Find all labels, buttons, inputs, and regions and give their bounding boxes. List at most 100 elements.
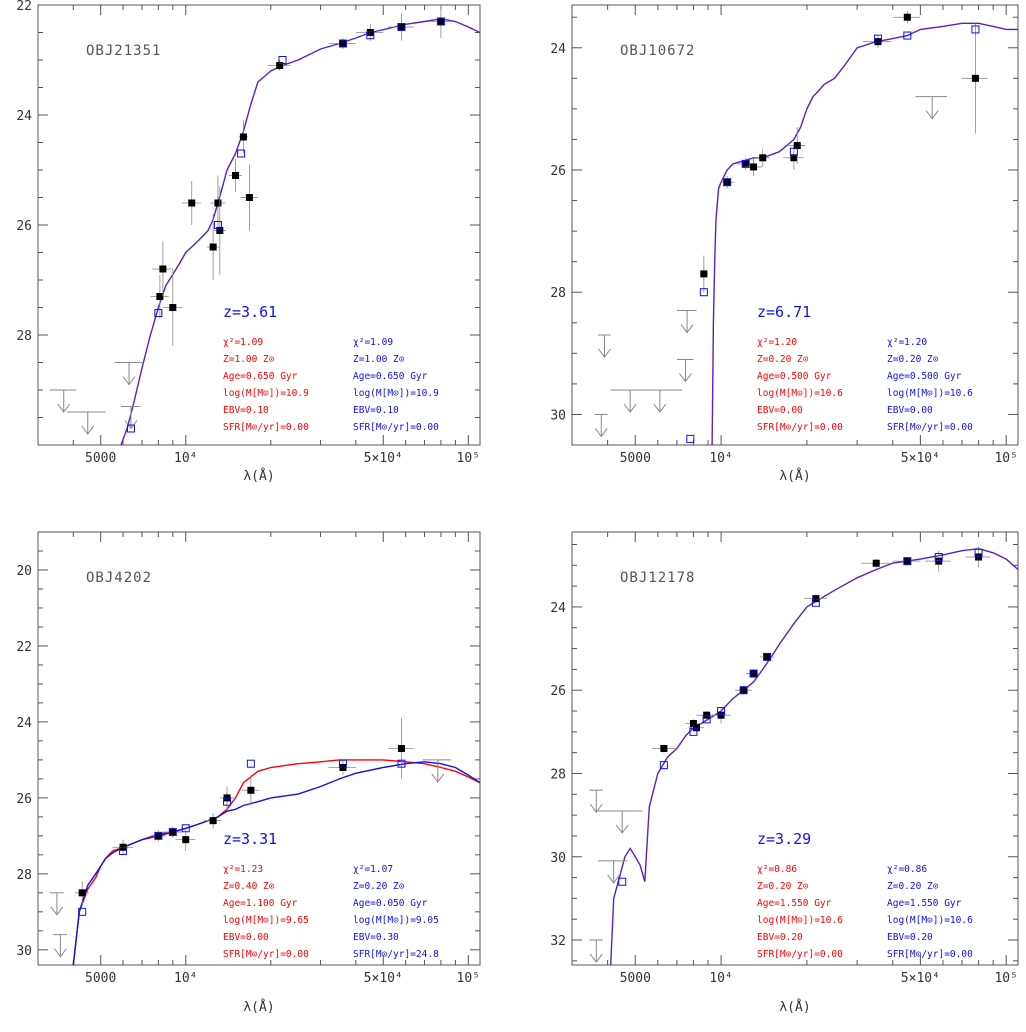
sed-panel-obj12178: 5000 10⁴ 5×10⁴ 10⁵2426283032λ(Å)OBJ12178z=3…: [550, 532, 1018, 1015]
y-tick-label: 30: [550, 408, 566, 423]
x-tick-label: 10⁴: [709, 451, 732, 466]
object-name: OBJ12178: [620, 570, 695, 586]
model-spectrum-red: [73, 760, 480, 965]
legend-red-line: SFR[M⊙/yr]=0.00: [757, 949, 843, 960]
y-tick-label: 24: [16, 716, 32, 731]
legend-blue-line: Age=0.650 Gyr: [353, 371, 428, 382]
photometry-point: [893, 557, 921, 565]
sed-panel-obj21351: 5000 10⁴ 5×10⁴ 10⁵ 22 24 26 28 λ(Å) OBJ21351 z=3.6…: [16, 0, 480, 484]
legend-red-line: log(M[M⊙])=10.6: [757, 388, 843, 399]
photometry-point: [150, 275, 168, 319]
photometry-point: [755, 149, 769, 167]
photometry-point: [711, 707, 731, 724]
photometry-point: [388, 718, 413, 779]
legend-blue-line: χ²=1.20: [887, 337, 927, 348]
photometry-point: [163, 269, 182, 346]
legend-red-line: Age=1.100 Gyr: [223, 898, 298, 909]
photometry-point: [152, 242, 173, 297]
x-tick-label: 5000: [85, 971, 116, 986]
x-axis-label: λ(Å): [779, 999, 810, 1015]
object-name: OBJ4202: [86, 570, 152, 586]
legend-blue-line: Z=0.20 Z⊙: [887, 881, 939, 892]
photometry-point: [428, 5, 453, 38]
legend-blue-line: SFR[M⊙/yr]=0.00: [887, 949, 973, 960]
upper-limit-marker: [67, 412, 105, 434]
y-tick-label: 24: [16, 109, 32, 124]
x-tick-label: 5000: [620, 451, 651, 466]
upper-limit-marker: [589, 940, 603, 962]
photometry-point: [783, 146, 804, 170]
x-tick-label: 10⁵: [457, 451, 480, 466]
upper-limit-marker: [595, 414, 608, 436]
model-photometry-point: [619, 878, 626, 885]
legend-blue-line: SFR[M⊙/yr]=24.8: [353, 949, 439, 960]
redshift-label: z=3.61: [223, 303, 277, 321]
legend-blue-line: Age=0.500 Gyr: [887, 371, 962, 382]
x-axis-label: λ(Å): [243, 468, 274, 484]
redshift-label: z=6.71: [757, 303, 811, 321]
x-tick-label: 10⁵: [994, 451, 1017, 466]
x-axis-label: λ(Å): [243, 999, 274, 1015]
upper-limit-marker: [677, 311, 697, 333]
sed-panel-obj10672: 5000 10⁴ 5×10⁴ 10⁵ 24 26 28 30 λ(Å) OBJ10672 z=6.7…: [550, 5, 1018, 484]
y-tick-label: 26: [550, 684, 566, 699]
x-tick-label: 5×10⁴: [901, 971, 940, 986]
legend-blue-line: log(M[M⊙])=10.9: [353, 388, 439, 399]
legend-red-line: Z=1.00 Z⊙: [223, 354, 275, 365]
legend-blue-line: log(M[M⊙])=9.05: [353, 915, 439, 926]
upper-limit-marker: [633, 390, 682, 412]
sed-panel-obj4202: 5000 10⁴ 5×10⁴ 10⁵202224262830λ(Å)OBJ4202z=…: [16, 532, 480, 1015]
object-name: OBJ21351: [86, 43, 161, 59]
legend-red-line: SFR[M⊙/yr]=0.00: [223, 422, 309, 433]
x-tick-label: 5×10⁴: [364, 971, 403, 986]
legend-red-line: Z=0.20 Z⊙: [757, 354, 809, 365]
upper-limit-marker: [50, 390, 77, 412]
y-tick-label: 32: [550, 934, 566, 949]
photometry-point: [239, 121, 248, 154]
photometry-point: [240, 165, 258, 231]
legend-red-line: EBV=0.00: [757, 405, 803, 416]
legend-blue-line: Z=0.20 Z⊙: [353, 881, 405, 892]
object-name: OBJ10672: [620, 43, 695, 59]
legend-red-line: χ²=1.09: [223, 337, 263, 348]
legend-blue-line: Z=1.00 Z⊙: [353, 354, 405, 365]
legend-red-line: EBV=0.00: [223, 932, 269, 943]
legend-blue-line: Age=1.550 Gyr: [887, 898, 962, 909]
y-tick-label: 22: [16, 0, 32, 14]
legend-blue-line: χ²=1.07: [353, 864, 393, 875]
legend-blue-line: χ²=0.86: [887, 864, 927, 875]
photometry-point: [746, 669, 761, 677]
legend-red-line: EBV=0.10: [223, 405, 269, 416]
y-tick-label: 30: [550, 851, 566, 866]
legend-red-line: SFR[M⊙/yr]=0.00: [223, 949, 309, 960]
redshift-label: z=3.29: [757, 830, 811, 848]
photometry-point: [760, 653, 774, 661]
upper-limit-marker: [115, 363, 142, 385]
photometry-point: [735, 686, 752, 694]
x-tick-label: 10⁵: [994, 971, 1017, 986]
y-tick-label: 28: [550, 286, 566, 301]
legend-blue-line: log(M[M⊙])=10.6: [887, 915, 973, 926]
y-tick-label: 26: [550, 164, 566, 179]
legend-blue-line: log(M[M⊙])=10.6: [887, 388, 973, 399]
upper-limit-marker: [677, 359, 694, 381]
legend-red-line: log(M[M⊙])=10.6: [757, 915, 843, 926]
y-tick-label: 20: [16, 564, 32, 579]
y-tick-label: 28: [16, 868, 32, 883]
model-photometry-point: [247, 760, 254, 767]
upper-limit-marker: [611, 390, 647, 412]
legend-blue-line: Z=0.20 Z⊙: [887, 354, 939, 365]
upper-limit-marker: [589, 790, 603, 812]
photometry-point: [699, 256, 708, 293]
legend-blue-line: SFR[M⊙/yr]=0.00: [887, 422, 973, 433]
photometry-point: [962, 23, 987, 133]
x-tick-label: 5×10⁴: [364, 451, 403, 466]
upper-limit-marker: [598, 811, 642, 833]
legend-red-line: EBV=0.20: [757, 932, 803, 943]
y-tick-label: 26: [16, 792, 32, 807]
y-tick-label: 26: [16, 219, 32, 234]
photometry-point: [75, 881, 89, 904]
upper-limit-marker: [50, 893, 64, 915]
